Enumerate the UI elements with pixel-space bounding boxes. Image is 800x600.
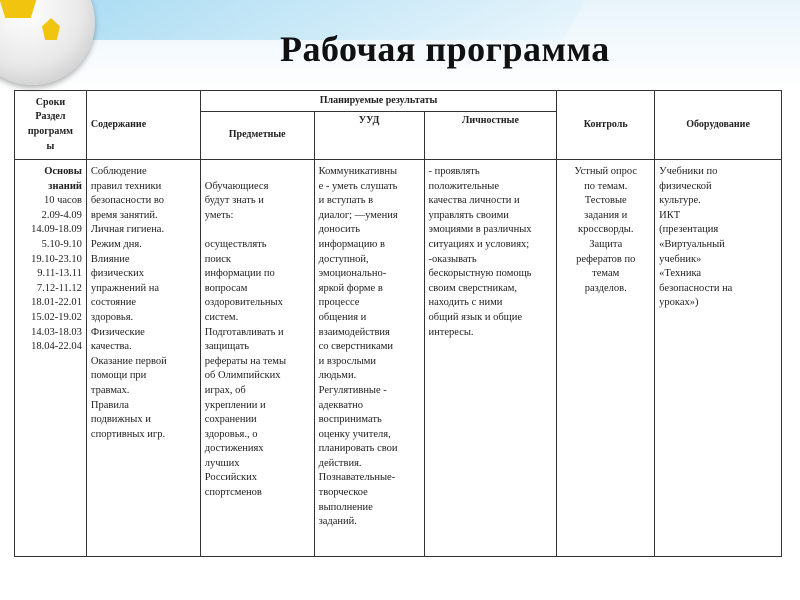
header-personal: Личностные [423, 111, 558, 160]
header-subject: Предметные [199, 111, 315, 160]
cell-uud: Коммуникативны е - уметь слушать и вступ… [313, 159, 425, 557]
cell-control: Устный опрос по темам. Тестовые задания … [556, 159, 656, 557]
header-uud: УУД [313, 111, 425, 160]
cell-personal: - проявлять положительные качества лично… [423, 159, 558, 557]
cell-subject: Обучающиеся будут знать и уметь: осущест… [199, 159, 315, 557]
table-row: Основы знаний 10 часов 2.09-4.09 14.09-1… [14, 159, 782, 557]
header-planned-results: Планируемые результаты [199, 90, 558, 112]
header-terms: Сроки Раздел программ ы [14, 90, 87, 160]
cell-content: Соблюдение правил техники безопасности в… [85, 159, 201, 557]
slide-title: Рабочая программа [280, 29, 610, 69]
header-control: Контроль [556, 90, 656, 160]
header-background [0, 0, 800, 90]
cell-terms: Основы знаний 10 часов 2.09-4.09 14.09-1… [14, 159, 87, 557]
header-content: Содержание [85, 90, 201, 160]
terms-dates: 10 часов 2.09-4.09 14.09-18.09 5.10-9.10… [31, 195, 82, 353]
cell-equipment: Учебники по физической культуре. ИКТ (пр… [654, 159, 782, 557]
program-table: Сроки Раздел программ ы Содержание Плани… [14, 90, 782, 557]
section-name: Основы знаний [44, 166, 82, 192]
header-equipment: Оборудование [654, 90, 782, 160]
